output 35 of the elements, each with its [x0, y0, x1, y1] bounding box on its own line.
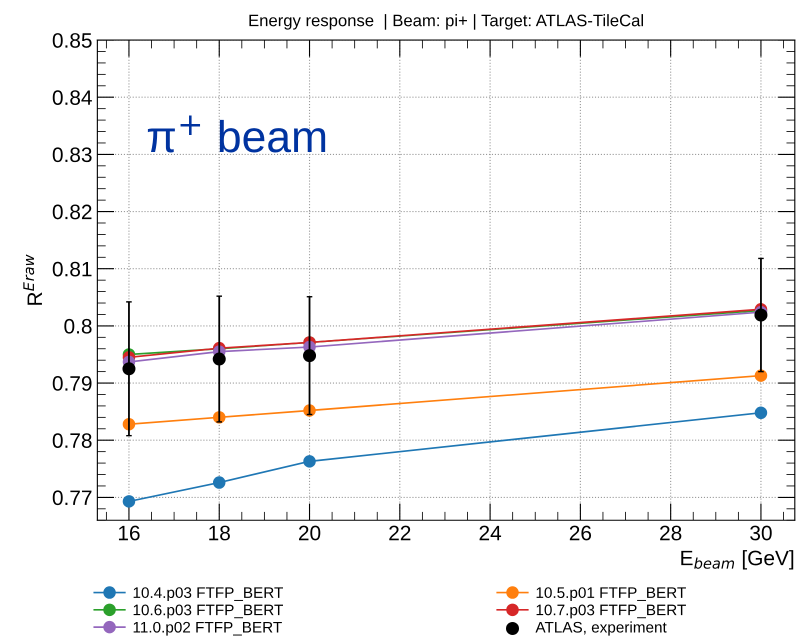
x-tick-label: 26 [570, 526, 592, 540]
x-tick-label: 18 [209, 526, 230, 540]
legend-label: 10.6.p03 FTFP_BERT [134, 604, 283, 618]
y-tick-label: 0.81 [52, 262, 92, 276]
y-tick-label: 0.85 [52, 33, 92, 48]
point [122, 362, 136, 376]
x-tick-label: 30 [750, 526, 772, 540]
point [754, 406, 768, 420]
point [212, 476, 226, 489]
legend-label: 11.0.p02 FTFP_BERT [134, 622, 282, 636]
legend-label: 10.7.p03 FTFP_BERT [536, 604, 686, 618]
y-tick-label: 0.84 [52, 90, 92, 105]
x-axis-title: E$_{beam}$ [GeV] [681, 550, 794, 570]
x-tick-label: 24 [480, 526, 502, 540]
point [303, 349, 316, 362]
point [754, 308, 768, 322]
legend-label: 10.4.p03 FTFP_BERT [134, 587, 283, 602]
legend-label: 10.5.p01 FTFP_BERT [536, 587, 686, 602]
point [122, 495, 136, 508]
y-tick-label: 0.82 [52, 204, 92, 220]
chart-title: Energy response | Beam: pi+ | Target: ATLAS-TileCal [249, 14, 643, 30]
point [212, 352, 226, 366]
y-tick-label: 0.8 [64, 318, 92, 334]
y-tick-label: 0.77 [52, 490, 92, 506]
annotation: π$^{+}$ beam [148, 116, 326, 152]
y-tick-label: 0.78 [52, 433, 92, 448]
x-tick-label: 20 [298, 526, 320, 540]
point [303, 455, 316, 468]
y-axis-title: R$^{Eraw}$ [23, 254, 42, 305]
y-tick-label: 0.79 [52, 376, 92, 391]
x-tick-label: 28 [660, 526, 682, 540]
legend-label: ATLAS, experiment [535, 621, 667, 636]
x-tick-label: 16 [118, 526, 140, 540]
x-tick-label: 22 [389, 526, 410, 540]
y-tick-label: 0.83 [52, 147, 92, 162]
